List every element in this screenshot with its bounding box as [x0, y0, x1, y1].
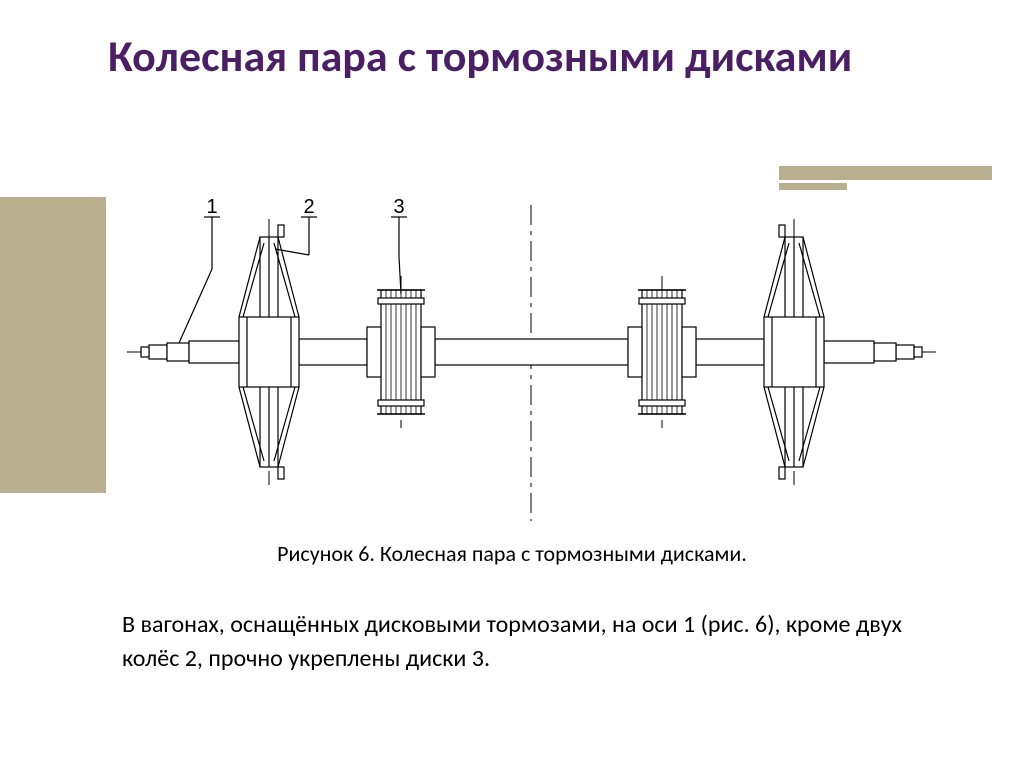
- svg-text:3: 3: [393, 197, 404, 218]
- accent-bar: [779, 166, 992, 180]
- side-block: [0, 197, 106, 493]
- svg-text:1: 1: [206, 197, 217, 218]
- figure-caption: Рисунок 6. Колесная пара с тормозными ди…: [0, 540, 1024, 567]
- body-text: В вагонах, оснащённых дисковыми тормозам…: [122, 608, 912, 675]
- page-title: Колесная пара с тормозными дисками: [108, 30, 928, 83]
- svg-text:2: 2: [303, 197, 314, 218]
- wheelset-diagram: 1 2 3: [119, 197, 944, 529]
- accent-bar: [779, 183, 847, 190]
